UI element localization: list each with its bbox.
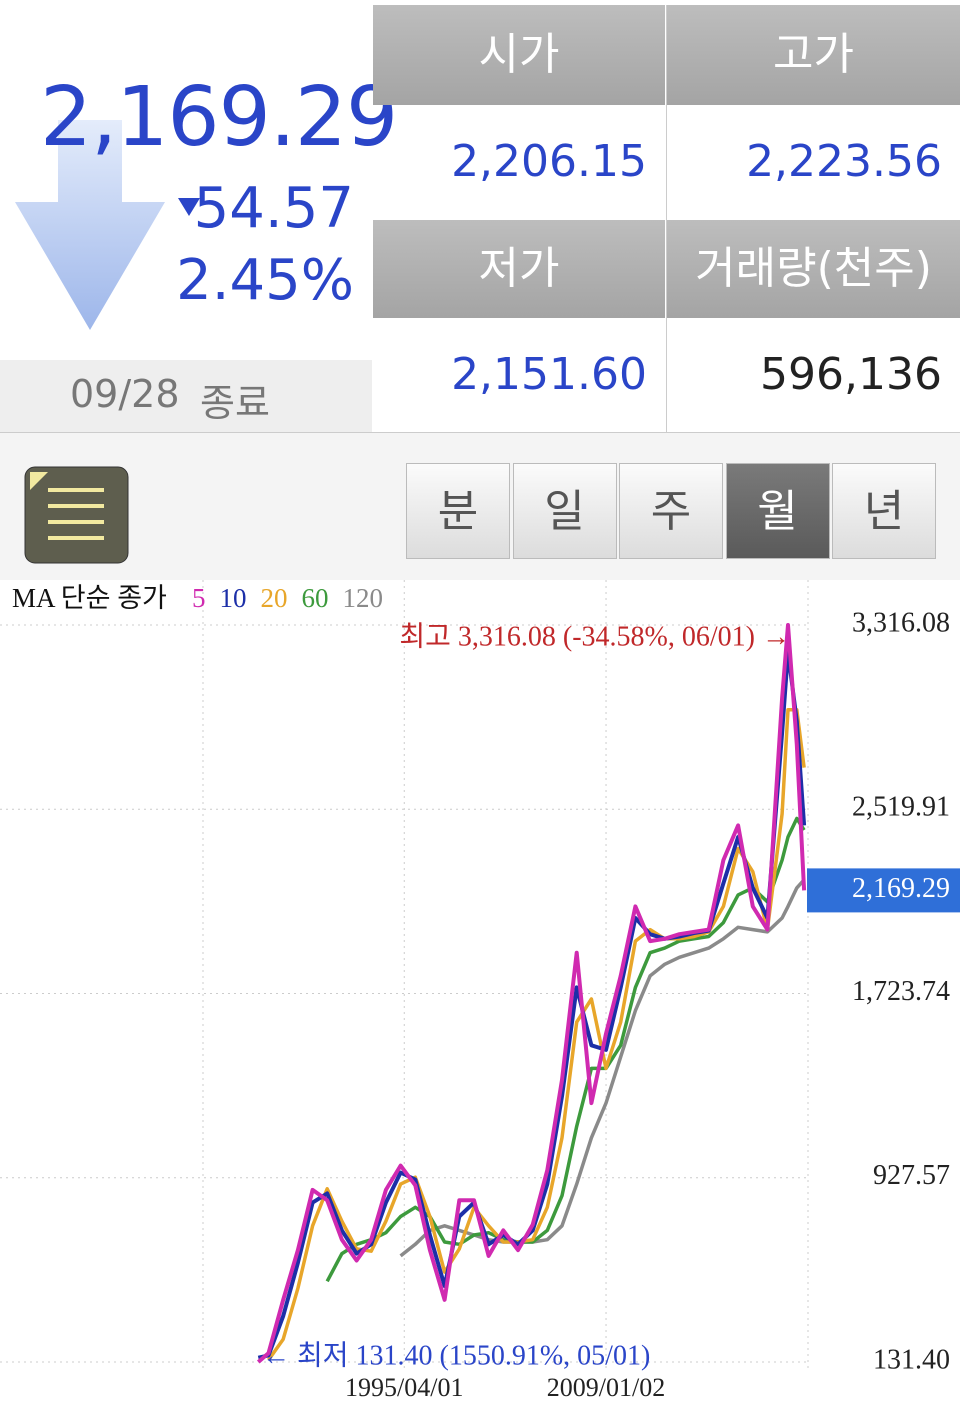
y-tick-label: 131.40: [873, 1344, 950, 1375]
header-cell: 고가: [667, 5, 960, 105]
ma-line: [267, 707, 806, 1362]
legend-entry: 60: [302, 583, 329, 613]
tab[interactable]: 주: [619, 463, 723, 559]
ma-line: [399, 878, 806, 1258]
value-cell: 596,136: [760, 349, 942, 400]
tab[interactable]: 년: [832, 463, 936, 559]
header-cell: 시가: [373, 5, 665, 105]
tab[interactable]: 일: [512, 463, 617, 559]
divider: [666, 5, 667, 432]
legend-entry: 10: [220, 583, 247, 613]
date-bar: [0, 360, 372, 432]
legend-entry: 120: [343, 583, 384, 613]
legend-entry: 20: [261, 583, 288, 613]
tab[interactable]: 월: [725, 463, 830, 559]
date: 09/28: [70, 372, 180, 416]
ma-line: [256, 623, 807, 1364]
legend-title: MA 단순 종가: [12, 583, 167, 613]
status: 종료: [200, 381, 270, 425]
legend-entry: 5: [192, 583, 206, 613]
x-tick-label: 2009/01/02: [547, 1373, 665, 1402]
low-annotation: ← 최저 131.40 (1550.91%, 05/01): [262, 1339, 650, 1371]
y-tick-label: 1,723.74: [852, 976, 950, 1007]
high-annotation: 최고 3,316.08 (-34.58%, 06/01) →: [399, 620, 790, 652]
value-cell: 2,151.60: [451, 349, 647, 400]
menu-button[interactable]: [24, 466, 130, 566]
down-arrow: [15, 120, 165, 330]
x-tick-label: 1995/04/01: [345, 1373, 463, 1402]
down-triangle: [178, 198, 200, 216]
last-price-label: 2,169.29: [852, 873, 950, 904]
change: 54.57: [193, 176, 354, 241]
value-cell: 2,223.56: [746, 136, 942, 187]
header-cell: 거래량(천주): [667, 220, 960, 318]
value-cell: 2,206.15: [451, 136, 647, 187]
y-tick-label: 2,519.91: [852, 792, 950, 823]
tab[interactable]: 분: [406, 463, 510, 559]
price: 2,169.29: [40, 70, 398, 165]
quote-panel: 2,169.29 54.57 2.45% 09/28 종료: [0, 0, 398, 432]
y-tick-label: 3,316.08: [852, 607, 950, 638]
ma-line: [257, 649, 807, 1360]
ma-line: [325, 816, 806, 1283]
header-cell: 저가: [373, 220, 665, 318]
y-tick-label: 927.57: [873, 1160, 950, 1191]
change-pct: 2.45%: [176, 248, 354, 313]
last-price-tag: [807, 868, 960, 913]
divider: [0, 432, 960, 433]
